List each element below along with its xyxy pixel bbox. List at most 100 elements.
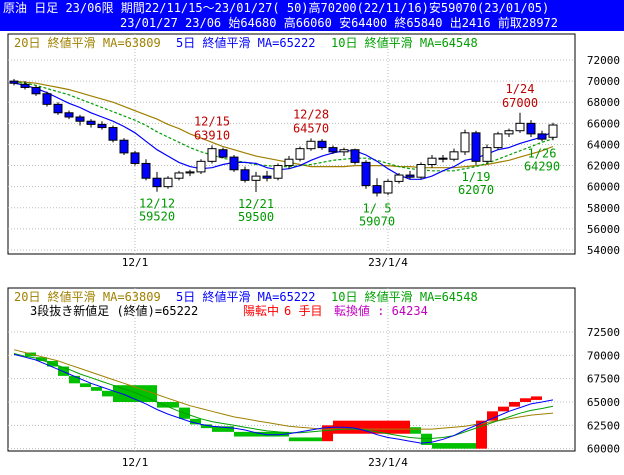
renko-brick-down	[69, 375, 80, 384]
renko-brick-up	[487, 411, 498, 421]
candle-body	[119, 139, 129, 154]
candle-body	[339, 149, 349, 153]
upper-y-tick-label: 68000	[587, 96, 620, 109]
annotation-low-date: 12/21	[238, 197, 274, 211]
upper-grid	[8, 34, 575, 254]
renko-brick-up	[322, 425, 333, 442]
renko-brick-down	[80, 383, 91, 388]
lower-legend-status: 陽転中	[243, 303, 279, 318]
annotation-low-date: 1/26	[528, 146, 557, 160]
candle-body	[185, 171, 195, 174]
candle-body	[449, 151, 459, 160]
renko-brick-up	[333, 420, 410, 434]
candle-body	[229, 156, 239, 171]
candle-body	[328, 147, 338, 153]
renko-brick-up	[476, 420, 487, 449]
candle-body	[240, 169, 250, 181]
candle-body	[515, 122, 525, 132]
renko-brick-down	[432, 443, 476, 449]
renko-brick-down	[289, 437, 322, 442]
annotation-low-value: 59520	[139, 210, 175, 224]
annotation-low-value: 59070	[359, 214, 395, 228]
candle-body	[86, 120, 96, 125]
renko-brick-up	[531, 396, 542, 400]
lower-y-tick-label: 62500	[587, 419, 620, 432]
header-bar-1	[0, 0, 624, 16]
header-bar-2	[0, 16, 624, 31]
annotation-low-date: 1/ 5	[363, 201, 392, 215]
renko-brick-down	[410, 427, 421, 434]
lower-x-axis: 12/1 23/1/4	[122, 456, 408, 469]
upper-y-tick-label: 56000	[587, 223, 620, 236]
upper-ma20-line	[13, 80, 554, 169]
candle-body	[394, 174, 404, 182]
candle-body	[537, 133, 547, 140]
upper-ma5-line	[13, 82, 554, 180]
candle-body	[295, 148, 305, 160]
header-line-1: 原油 日足 23/06限 期間22/11/15〜23/01/27( 50)高70…	[3, 0, 549, 15]
renko-brick-down	[201, 424, 212, 429]
lower-y-tick-label: 67500	[587, 373, 620, 386]
candle-body	[20, 83, 30, 88]
lower-x-tick-label: 23/1/4	[368, 456, 408, 469]
renko-brick-down	[157, 402, 179, 408]
annotation-high-value: 63910	[194, 128, 230, 142]
lower-legend-ma10: 10日 終値平滑 MA=64548	[331, 289, 478, 304]
legend-ma10: 10日 終値平滑 MA=64548	[331, 35, 478, 50]
lower-ma20_line	[13, 349, 554, 430]
candle-body	[526, 122, 536, 135]
candle-body	[284, 158, 294, 167]
upper-y-tick-label: 54000	[587, 244, 620, 257]
annotation-low-date: 12/12	[139, 197, 175, 211]
lower-ma5_line	[13, 353, 554, 444]
upper-candles	[9, 79, 558, 197]
upper-panel-frame	[7, 33, 576, 255]
renko-brick-down	[36, 357, 47, 361]
candle-body	[42, 93, 52, 105]
candle-body	[163, 177, 173, 188]
annotation-low-value: 62070	[458, 183, 494, 197]
candle-body	[504, 130, 514, 135]
renko-brick-down	[212, 426, 234, 432]
candle-body	[383, 180, 393, 194]
candle-body	[64, 112, 74, 118]
candle-body	[405, 174, 415, 178]
upper-y-tick-label: 62000	[587, 160, 620, 173]
upper-y-tick-label: 70000	[587, 75, 620, 88]
annotation-high-value: 64570	[293, 121, 329, 135]
candle-body	[108, 127, 118, 141]
upper-x-tick-label: 12/1	[122, 256, 149, 269]
lower-legend-reversal: 転換値 : 64234	[334, 303, 428, 318]
candle-body	[207, 148, 217, 162]
legend-ma20: 20日 終値平滑 MA=63809	[14, 35, 161, 50]
annotation-high-date: 12/28	[293, 107, 329, 121]
renko-brick-down	[190, 418, 201, 425]
upper-y-tick-label: 58000	[587, 202, 620, 215]
lower-legend-ma5: 5日 終値平滑 MA=65222	[176, 289, 315, 304]
candle-body	[152, 177, 162, 188]
header-line-2: 23/01/27 23/06 始64680 高66060 安64400 終658…	[120, 15, 558, 30]
candle-body	[53, 103, 63, 114]
candle-body	[471, 132, 481, 162]
candle-body	[372, 185, 382, 194]
candle-body	[306, 140, 316, 150]
candle-body	[141, 162, 151, 179]
annotation-low-value: 59500	[238, 210, 274, 224]
lower-y-axis: 60000 62500 65000 67500 70000 72500	[587, 326, 620, 456]
renko-brick-up	[509, 402, 520, 407]
lower-y-tick-label: 60000	[587, 443, 620, 456]
candle-body	[273, 165, 283, 179]
candle-body	[97, 123, 107, 129]
lower-x-tick-label: 12/1	[122, 456, 149, 469]
upper-y-tick-label: 64000	[587, 138, 620, 151]
upper-x-tick-label: 23/1/4	[368, 256, 408, 269]
lower-legend-renko: 3段抜き新値足 (終値)=65222	[30, 303, 198, 318]
renko-brick-up	[520, 398, 531, 402]
candle-body	[174, 172, 184, 179]
candle-body	[361, 161, 371, 187]
candle-body	[75, 116, 85, 122]
candle-body	[548, 124, 558, 138]
candle-body	[438, 157, 448, 160]
